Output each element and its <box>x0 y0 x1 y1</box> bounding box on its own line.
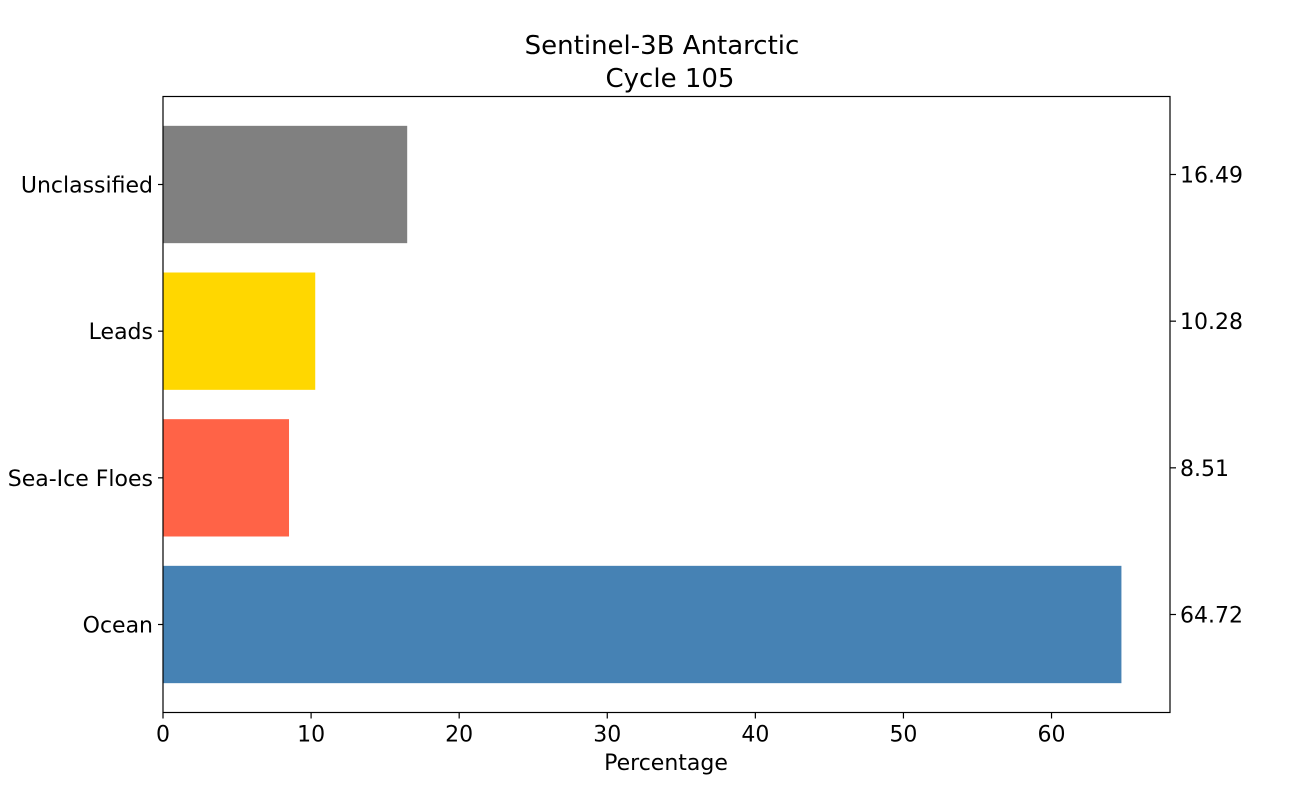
x-tick-label: 10 <box>297 723 325 748</box>
x-tick-label: 40 <box>741 723 769 748</box>
y-tick-label-right: 10.28 <box>1180 310 1243 335</box>
y-tick-label-left: Leads <box>89 320 153 345</box>
y-tick-label-left: Ocean <box>83 614 153 639</box>
bar-unclassified <box>163 125 408 244</box>
bar-leads <box>163 272 316 390</box>
x-tick-label: 30 <box>593 723 621 748</box>
chart-subtitle: Cycle 105 <box>606 64 735 94</box>
x-axis-label: Percentage <box>604 751 728 776</box>
bar-ocean <box>163 565 1122 684</box>
y-axis-ticks-right: 64.72 8.51 10.28 16.49 <box>1170 164 1243 629</box>
y-tick-label-right: 16.49 <box>1180 164 1243 189</box>
y-tick-label-left: Unclassified <box>21 174 153 199</box>
x-axis-ticks: 0 10 20 30 40 50 60 <box>156 712 1066 748</box>
y-tick-label-left: Sea-Ice Floes <box>8 467 153 492</box>
x-tick-label: 50 <box>889 723 917 748</box>
plot-frame <box>162 95 1171 714</box>
x-tick-label: 20 <box>445 723 473 748</box>
y-tick-label-right: 64.72 <box>1180 604 1243 629</box>
bars-group <box>163 125 1122 684</box>
y-axis-ticks-left: Ocean Sea-Ice Floes Leads Unclassified <box>8 174 163 639</box>
chart-title: Sentinel-3B Antarctic <box>525 31 800 61</box>
x-tick-label: 60 <box>1038 723 1066 748</box>
bar-sea-ice-floes <box>163 419 290 537</box>
x-tick-label: 0 <box>156 723 170 748</box>
y-tick-label-right: 8.51 <box>1180 457 1229 482</box>
